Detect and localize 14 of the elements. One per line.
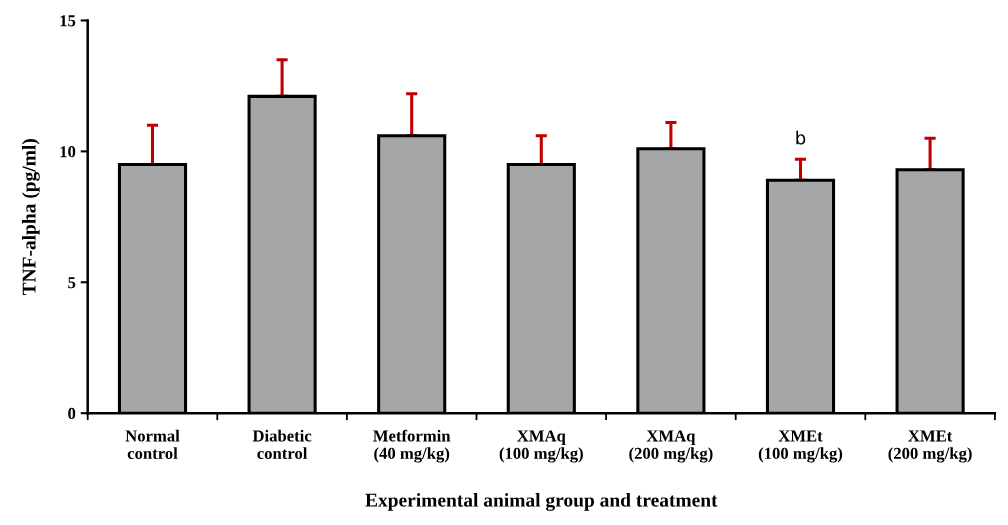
x-tick-label: Diabetic control — [252, 429, 312, 459]
x-tick-label: Normal control — [125, 429, 180, 459]
x-tick-label: XMAq (100 mg/kg) — [499, 430, 583, 463]
y-tick-label: 15 — [60, 15, 76, 27]
x-tick-label: XMEt (100 mg/kg) — [758, 430, 843, 463]
y-tick-label: 10 — [60, 146, 76, 158]
y-tick-label: 0 — [68, 407, 76, 420]
x-tick-label: XMAq (200 mg/kg) — [629, 430, 713, 463]
y-tick-label: 5 — [68, 277, 76, 289]
y-axis-title: TNF-alpha (pg/ml) — [21, 139, 40, 296]
x-tick-label: XMEt (200 mg/kg) — [888, 430, 972, 463]
annotation: b — [796, 130, 806, 145]
x-tick-label: Metformin (40 mg/kg) — [373, 429, 451, 463]
x-axis-title: Experimental animal group and treatment — [365, 493, 718, 511]
